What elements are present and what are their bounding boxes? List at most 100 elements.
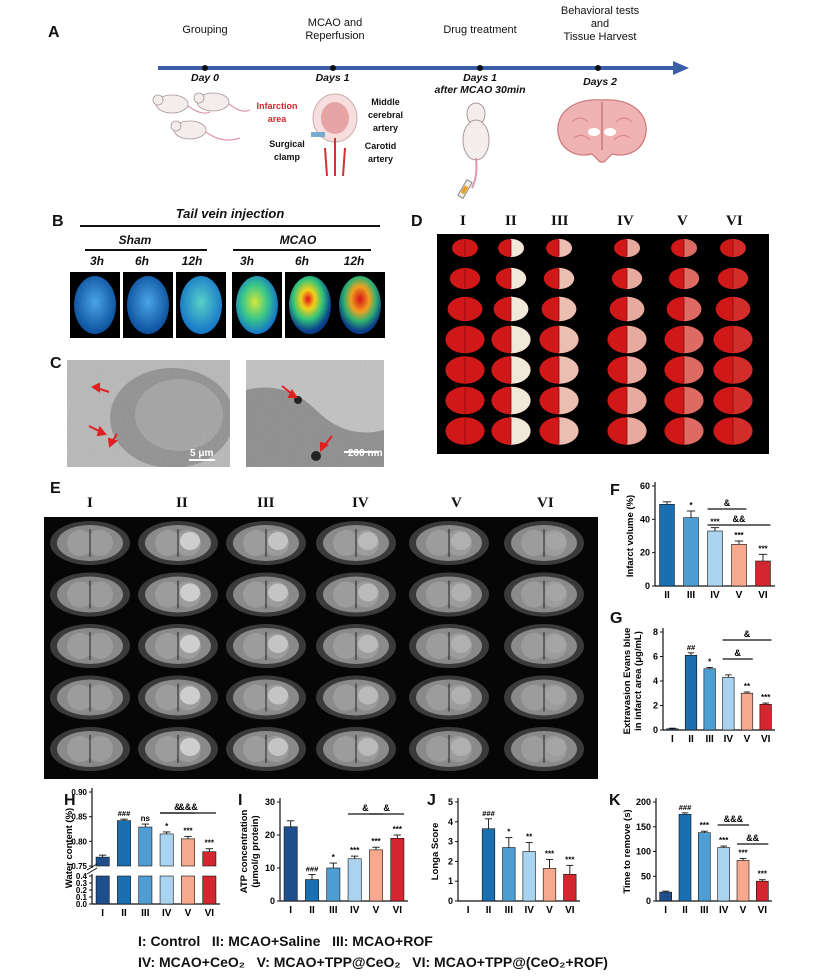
bar — [722, 677, 735, 731]
bar — [283, 826, 298, 902]
y-tick-label: 10 — [265, 863, 275, 873]
bar — [138, 826, 153, 867]
significance-label: ### — [482, 809, 495, 818]
bracket-label: && — [746, 833, 759, 843]
significance-label: ## — [687, 643, 696, 652]
bar — [202, 851, 217, 867]
significance-label: *** — [758, 544, 768, 553]
ttc-brain-slices — [437, 234, 769, 454]
mri-slice — [138, 675, 218, 720]
significance-label: * — [689, 501, 693, 510]
x-tick-label: I — [671, 734, 674, 745]
d-group-label-i: I — [460, 213, 466, 229]
chart-f-infarct-volume: 0 20 40 60 Infarct volume (%) II * III *** IV *** V… — [625, 481, 775, 601]
y-tick-label: 4 — [653, 676, 658, 686]
ttc-slice — [495, 267, 527, 290]
e-group-label-ii: II — [176, 495, 188, 511]
ttc-slice — [664, 417, 704, 445]
y-axis-label: Longa Score — [430, 823, 441, 881]
bar — [159, 833, 174, 867]
ttc-slice — [607, 417, 647, 445]
x-tick-label: V — [736, 590, 743, 601]
ttc-slice — [668, 267, 700, 290]
y-tick-label: 20 — [640, 548, 650, 558]
significance-label: *** — [734, 531, 744, 540]
significance-label: ns — [141, 814, 151, 823]
panel-label-k: K — [609, 792, 621, 809]
ttc-slice — [666, 296, 702, 322]
e-group-label-vi: VI — [537, 495, 554, 511]
bar — [95, 856, 110, 867]
y-tick-label: 60 — [640, 481, 650, 491]
ttc-slice — [607, 386, 647, 415]
bar — [481, 828, 496, 902]
ttc-slice — [449, 267, 481, 290]
ttc-slice — [607, 356, 647, 384]
x-tick-label: VI — [758, 905, 768, 916]
bar — [502, 847, 516, 902]
y-tick-label: 40 — [640, 514, 650, 524]
y-axis-label: (μmol/g protein) — [250, 815, 261, 887]
y-tick-label: 8 — [653, 627, 658, 637]
panel-label-i: I — [238, 792, 243, 809]
x-tick-label: I — [664, 905, 667, 916]
x-tick-label: I — [289, 905, 292, 916]
ttc-slice — [664, 356, 704, 384]
infarction-area-label: Infarction area — [256, 101, 298, 124]
y-tick-label: 0.80 — [71, 837, 87, 846]
time-label-sham-12h: 12h — [181, 254, 203, 268]
ttc-slice — [539, 325, 579, 354]
surgical-clamp-label: Surgical clamp — [269, 139, 305, 162]
mri-slice — [409, 675, 489, 720]
x-tick-label: IV — [162, 908, 172, 919]
y-tick-label: 6 — [653, 652, 658, 662]
y-tick-label: 0 — [645, 581, 650, 591]
x-tick-label: VI — [758, 590, 768, 601]
carotid-artery-label: Carotid artery — [364, 141, 397, 164]
x-tick-label: V — [744, 734, 751, 745]
ttc-slice — [539, 356, 579, 384]
panel-label-c: C — [50, 355, 62, 372]
bracket-label: &&& — [178, 802, 198, 812]
x-tick-label: II — [664, 590, 670, 601]
mri-slice — [50, 521, 130, 565]
timeline-arrow — [158, 61, 689, 75]
bar-lower — [181, 875, 195, 905]
bar — [698, 832, 711, 902]
x-tick-label: IV — [710, 590, 720, 601]
mcao-label: MCAO — [279, 233, 317, 247]
ttc-slice — [493, 296, 529, 322]
ttc-slice — [664, 325, 704, 354]
mri-slice — [138, 521, 218, 565]
x-tick-label: II — [682, 905, 688, 916]
y-tick-label: 0.0 — [76, 900, 88, 909]
bar — [759, 703, 772, 731]
y-tick-label: 0.90 — [71, 788, 87, 797]
day-0-label: Day 0 — [190, 72, 220, 84]
step-mcao-label: MCAO and Reperfusion — [305, 17, 365, 42]
bar — [740, 692, 754, 731]
ttc-slice — [539, 417, 579, 445]
step-behavior-label: Behavioral tests and Tissue Harvest — [560, 5, 640, 43]
significance-label: *** — [371, 837, 381, 846]
mcao-underline — [233, 249, 371, 251]
y-axis-label: in infarct area (μg/mL) — [633, 631, 644, 731]
bar — [756, 880, 769, 902]
e-group-label-i: I — [87, 495, 93, 511]
x-tick-label: II — [309, 905, 315, 916]
panel-label-f: F — [610, 482, 620, 499]
tem-image-right — [246, 360, 384, 467]
mri-slice — [504, 521, 584, 565]
bar-lower — [117, 875, 131, 905]
bar — [542, 868, 557, 902]
y-axis-label: ATP concentration — [239, 810, 250, 894]
x-tick-label: IV — [350, 905, 360, 916]
significance-label: *** — [205, 839, 215, 848]
bar — [369, 849, 383, 902]
ttc-slice — [445, 325, 485, 354]
x-tick-label: III — [329, 905, 338, 916]
mri-slice — [504, 675, 584, 720]
axis-break-marks — [86, 863, 98, 875]
rats-illustration — [152, 92, 251, 141]
y-tick-label: 200 — [636, 797, 651, 807]
